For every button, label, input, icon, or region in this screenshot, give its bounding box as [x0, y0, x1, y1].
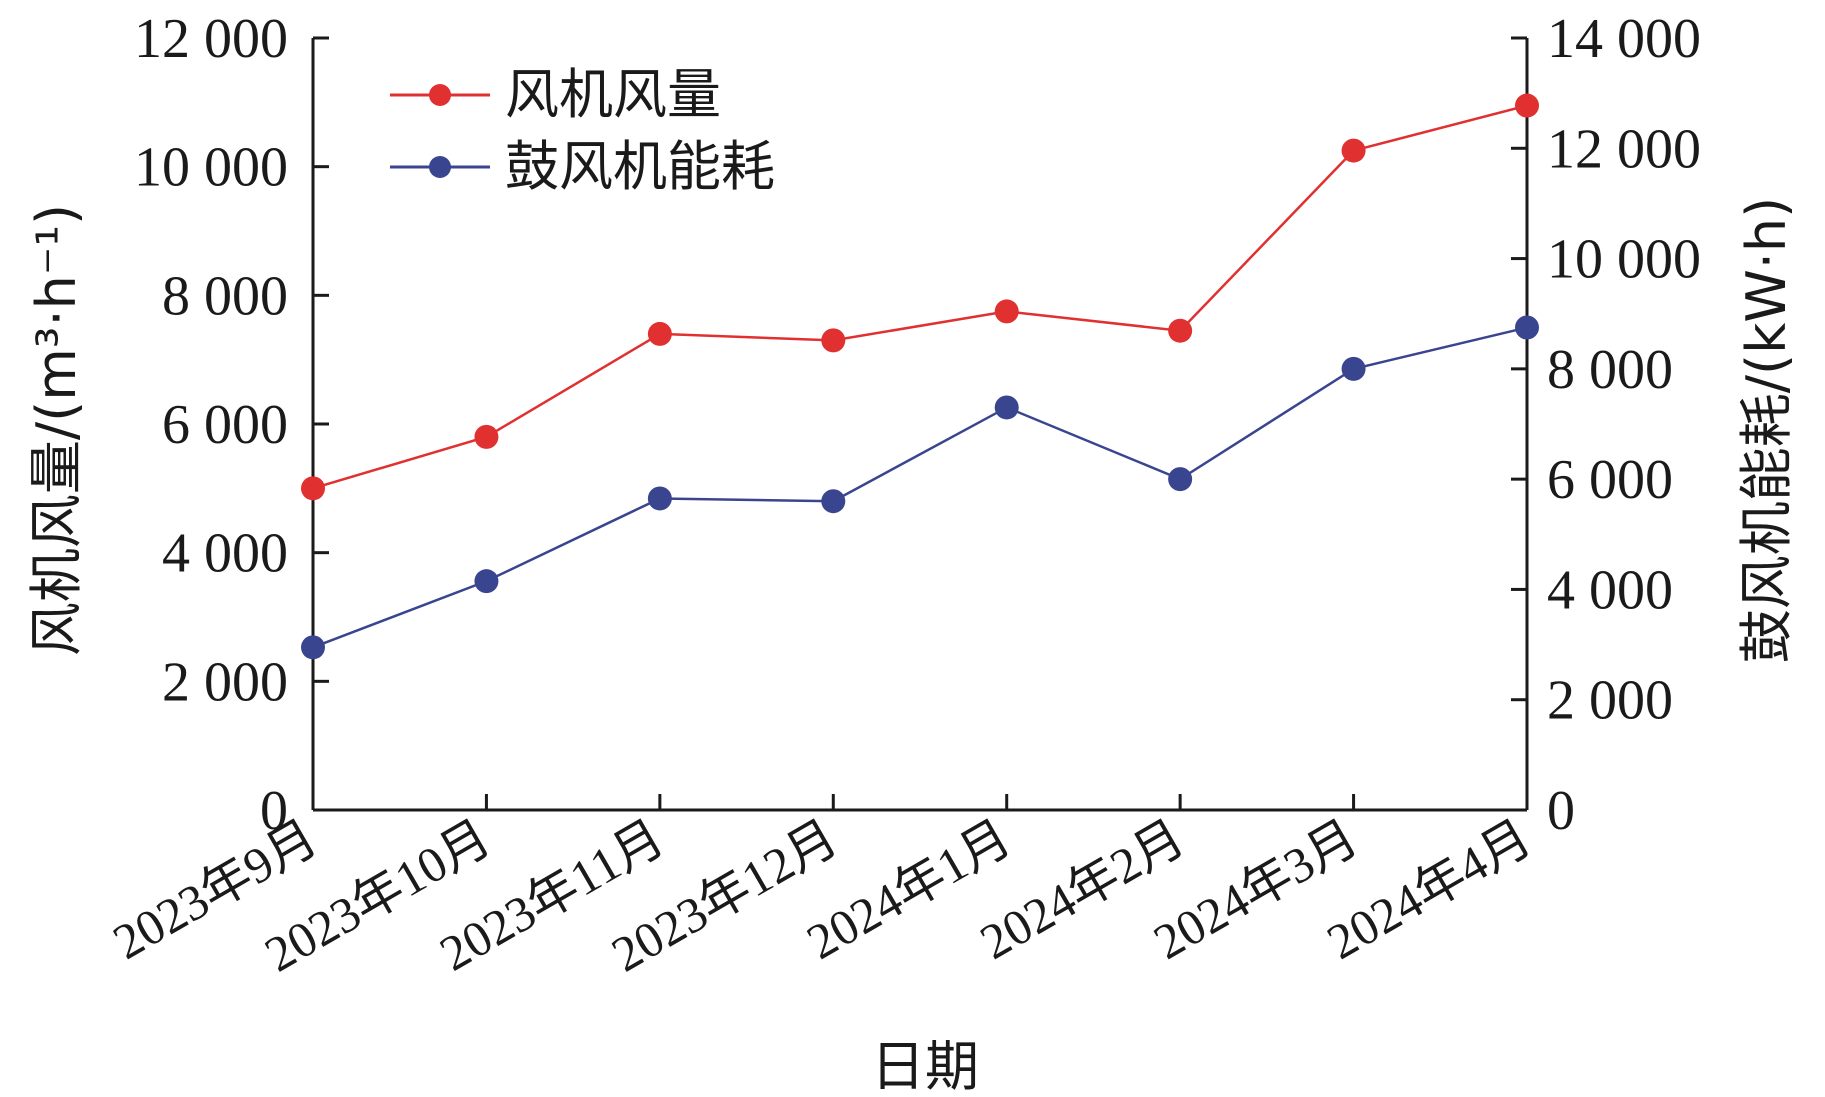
legend-marker-series-1: [429, 84, 451, 106]
series-2-point: [647, 486, 672, 511]
right-axis-ticks: 0 2 000 4 000 6 000 8 000 10 000 12 000 14 000: [1511, 8, 1701, 842]
legend-label-series-1: 风机风量: [505, 63, 721, 126]
series-1-point: [474, 424, 499, 449]
right-tick-label: 10 000: [1547, 229, 1701, 291]
x-axis-ticks: 2023年9月2023年10月2023年11月2023年12月2024年1月20…: [104, 794, 1541, 983]
series-2-point: [821, 489, 846, 514]
series-1-point: [301, 476, 325, 501]
right-axis-title: 鼓风机能耗/(kW·h): [1735, 197, 1798, 663]
series-2-point: [1168, 467, 1193, 492]
right-tick-label: 4 000: [1547, 559, 1673, 621]
series-1-point: [1515, 93, 1539, 118]
left-axis-title: 风机风量/(m³·h⁻¹): [25, 204, 88, 656]
right-tick-label: 12 000: [1547, 118, 1701, 180]
series-1-point: [821, 328, 846, 353]
right-tick-label: 6 000: [1547, 449, 1673, 511]
legend: 风机风量 鼓风机能耗: [390, 63, 775, 198]
series-2-point: [301, 635, 325, 660]
left-tick-label: 8 000: [162, 265, 288, 327]
left-tick-label: 10 000: [134, 137, 288, 199]
left-tick-label: 2 000: [162, 651, 288, 713]
series-2-point: [474, 569, 499, 594]
series-1-point: [647, 321, 672, 346]
series-1-point: [1168, 318, 1193, 343]
left-tick-label: 12 000: [134, 8, 288, 70]
right-tick-label: 14 000: [1547, 8, 1701, 70]
right-tick-label: 0: [1547, 780, 1575, 842]
series-line-1: [312, 104, 1528, 490]
right-tick-label: 8 000: [1547, 339, 1673, 401]
series-2-point: [1515, 315, 1539, 340]
series-layer: [301, 93, 1539, 660]
left-axis-ticks: 0 2 000 4 000 6 000 8 000 10 000 12 000: [134, 8, 329, 842]
series-2-point: [1341, 356, 1366, 381]
legend-marker-series-2: [429, 156, 451, 178]
series-2-point: [994, 395, 1019, 420]
left-tick-label: 4 000: [162, 523, 288, 585]
legend-label-series-2: 鼓风机能耗: [505, 135, 775, 198]
series-1-point: [994, 299, 1019, 324]
series-1-point: [1341, 138, 1366, 163]
right-tick-label: 2 000: [1547, 670, 1673, 732]
left-tick-label: 6 000: [162, 394, 288, 456]
x-axis-title: 日期: [871, 1035, 979, 1097]
left-tick-label: 0: [260, 780, 288, 842]
series-line-2: [312, 326, 1528, 649]
